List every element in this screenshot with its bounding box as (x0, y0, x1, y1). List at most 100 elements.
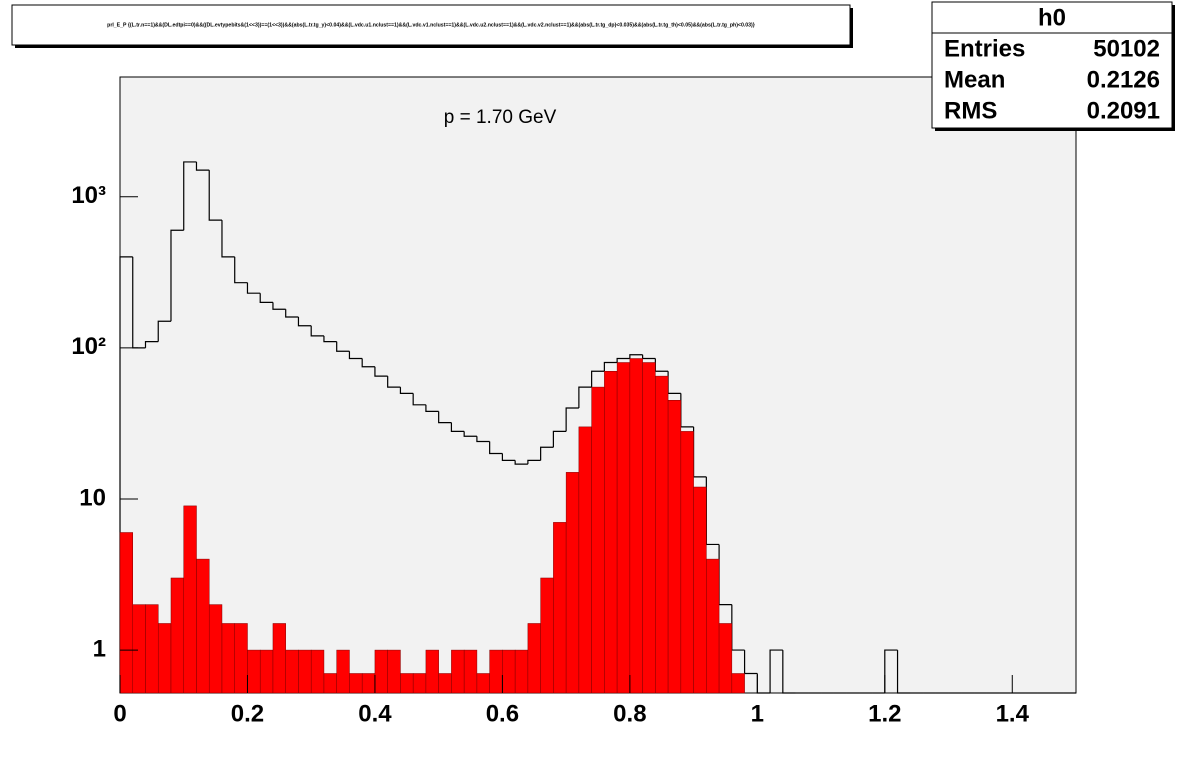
outline-step (183, 161, 197, 231)
y-tick-label: 1 (93, 635, 106, 662)
bar (489, 649, 503, 694)
outline-step (272, 302, 286, 310)
marks (119, 161, 1076, 694)
bar (604, 371, 618, 694)
y-tick-label: 10² (71, 333, 106, 360)
outline-step (501, 453, 516, 461)
bar (565, 472, 580, 694)
bar (655, 375, 669, 694)
bar (693, 486, 707, 694)
bar (336, 649, 350, 694)
stats-value: 0.2091 (1087, 97, 1160, 124)
outline-step (616, 357, 630, 363)
outline-step (399, 387, 414, 394)
bar (221, 623, 235, 694)
stats-value: 50102 (1093, 35, 1160, 62)
bar (451, 649, 465, 694)
outline-step (387, 376, 401, 388)
bar (132, 604, 146, 694)
outline-step (310, 325, 324, 337)
bar (616, 362, 631, 694)
bar (272, 623, 286, 694)
bar (578, 426, 592, 694)
outline-step (603, 361, 618, 372)
outline-step (552, 430, 567, 448)
annotation: p = 1.70 GeV (444, 107, 557, 128)
outline-step (514, 460, 528, 465)
bar (145, 604, 159, 694)
bar (400, 673, 414, 694)
bar (463, 649, 478, 694)
outline-step (629, 354, 643, 359)
bar (527, 623, 541, 694)
outline-step (450, 422, 465, 432)
bar (591, 386, 605, 694)
x-tick-label: 1.4 (996, 700, 1030, 727)
outline-step (259, 293, 273, 303)
outline-step (463, 431, 477, 437)
bar (285, 649, 299, 694)
bar (183, 505, 197, 694)
outline-step (221, 220, 235, 258)
outline-step (234, 256, 248, 284)
bar (425, 649, 439, 694)
outline-step (246, 282, 261, 294)
outline-step (297, 317, 312, 327)
outline-step (565, 407, 579, 432)
outline-step (374, 366, 388, 377)
bar (361, 673, 376, 694)
outline-step (489, 441, 503, 455)
stats-label: Entries (944, 35, 1025, 62)
chart-title: prl_E_P {(L.tr.n==1)&&(DL.edtpi==0)&&((D… (107, 22, 755, 28)
bar (119, 532, 133, 694)
x-tick-label: 1.2 (868, 700, 901, 727)
stats-value: 0.2126 (1087, 66, 1160, 93)
bar (667, 400, 682, 694)
bar (298, 649, 312, 694)
stats-box (931, 1, 1173, 129)
stats-label: RMS (944, 97, 997, 124)
outline-step (438, 411, 452, 424)
bar (157, 623, 172, 694)
outline-step (591, 370, 605, 388)
bar (196, 558, 210, 694)
bar (234, 623, 248, 694)
outline-step (323, 335, 337, 343)
bar (502, 649, 516, 694)
x-tick-label: 0.2 (231, 700, 264, 727)
x-tick-label: 0.6 (486, 700, 519, 727)
stats-title: h0 (1038, 4, 1066, 31)
stats-label: Mean (944, 66, 1005, 93)
bar (731, 673, 745, 694)
outline-step (336, 341, 350, 352)
outline-step (144, 341, 159, 348)
outline-step (170, 229, 184, 322)
x-tick-label: 0.8 (613, 700, 646, 727)
outline-step (208, 170, 222, 221)
outline-step (540, 446, 554, 461)
bar (208, 604, 223, 694)
bar (514, 649, 529, 694)
bar (412, 673, 427, 694)
x-tick-label: 1 (751, 700, 764, 727)
outline-step (412, 393, 426, 406)
outline-step (769, 649, 783, 693)
outline-step (476, 436, 490, 443)
bar (680, 431, 694, 694)
bar (323, 673, 337, 694)
outline-step (195, 161, 210, 171)
bar (438, 673, 452, 694)
outline-step (157, 320, 171, 342)
bar (310, 649, 325, 694)
bar (374, 649, 388, 694)
bar (706, 558, 720, 694)
outline-step (578, 386, 592, 408)
title-box (11, 4, 851, 46)
outline-step (285, 309, 299, 318)
bar (629, 358, 643, 694)
bar (170, 577, 184, 694)
bar (718, 623, 733, 694)
x-tick-label: 0 (113, 700, 126, 727)
